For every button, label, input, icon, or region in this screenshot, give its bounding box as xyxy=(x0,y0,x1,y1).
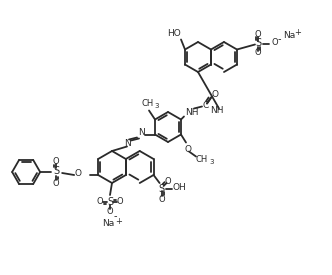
Text: S: S xyxy=(107,197,113,207)
Text: HO: HO xyxy=(167,29,181,38)
Text: O: O xyxy=(158,194,165,204)
Text: O: O xyxy=(107,208,113,216)
Text: Na: Na xyxy=(283,31,295,40)
Text: +: + xyxy=(115,218,122,227)
Text: C: C xyxy=(203,101,209,110)
Text: OH: OH xyxy=(173,183,186,192)
Text: O: O xyxy=(272,38,279,47)
Text: S: S xyxy=(53,166,59,176)
Text: CH: CH xyxy=(196,155,208,164)
Text: O: O xyxy=(75,169,82,178)
Text: O: O xyxy=(97,197,103,207)
Text: N: N xyxy=(124,139,130,148)
Text: O: O xyxy=(212,90,219,99)
Text: NH: NH xyxy=(210,106,223,115)
Text: 3: 3 xyxy=(154,103,158,109)
Text: O: O xyxy=(53,178,59,188)
Text: -: - xyxy=(114,211,118,221)
Text: S: S xyxy=(255,37,261,48)
Text: O: O xyxy=(185,145,192,154)
Text: -: - xyxy=(278,34,282,45)
Text: N: N xyxy=(138,128,144,137)
Text: CH: CH xyxy=(141,99,153,108)
Text: O: O xyxy=(164,177,171,186)
Text: S: S xyxy=(158,184,165,194)
Text: O: O xyxy=(117,197,123,207)
Text: Na: Na xyxy=(102,219,114,229)
Text: O: O xyxy=(255,48,261,57)
Text: O: O xyxy=(255,30,261,39)
Text: +: + xyxy=(294,28,301,37)
Text: 3: 3 xyxy=(209,160,213,166)
Text: NH: NH xyxy=(185,108,199,117)
Text: O: O xyxy=(53,156,59,166)
